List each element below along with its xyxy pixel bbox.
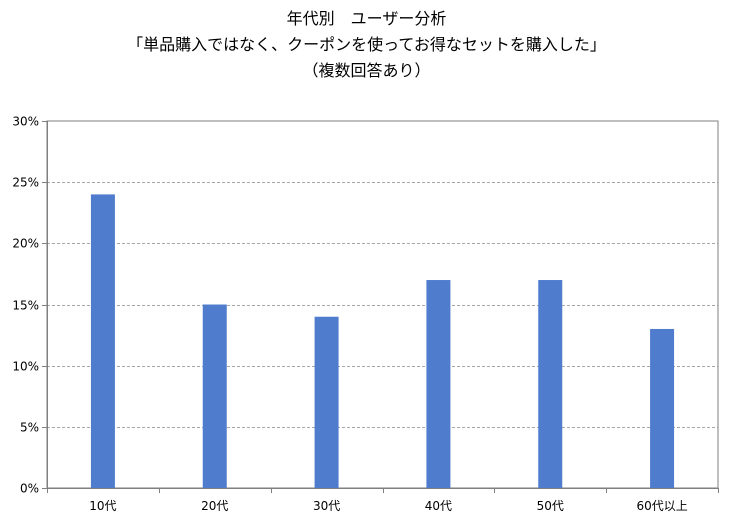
bar-5 (538, 280, 563, 488)
y-tick-label: 10% (12, 360, 39, 374)
bar-6 (650, 328, 675, 488)
bar-4 (426, 280, 451, 488)
x-tick-label: 20代 (201, 499, 228, 513)
y-tick-label: 0% (20, 482, 39, 496)
chart-title-line-2: 「単品購入ではなく、クーポンを使ってお得なセットを購入した」 (127, 35, 606, 54)
x-tick-label: 40代 (425, 499, 452, 513)
bar-3 (314, 316, 339, 488)
y-tick-label: 5% (20, 421, 39, 435)
x-tick-label: 10代 (89, 499, 116, 513)
x-tick-label: 60代以上 (636, 499, 687, 513)
plot-border (46, 120, 719, 489)
y-tick-label: 30% (12, 115, 39, 129)
bar-2 (202, 304, 227, 488)
bar-1 (90, 194, 115, 488)
x-tick-label: 50代 (537, 499, 564, 513)
chart-title-line-1: 年代別 ユーザー分析 (286, 9, 447, 28)
chart-title: 年代別 ユーザー分析 「単品購入ではなく、クーポンを使ってお得なセットを購入した… (0, 6, 733, 84)
y-tick-label: 15% (12, 299, 39, 313)
chart-title-line-3: （複数回答あり） (302, 61, 431, 80)
y-tick-label: 25% (12, 176, 39, 190)
y-tick-label: 20% (12, 237, 39, 251)
x-tick-label: 30代 (313, 499, 340, 513)
